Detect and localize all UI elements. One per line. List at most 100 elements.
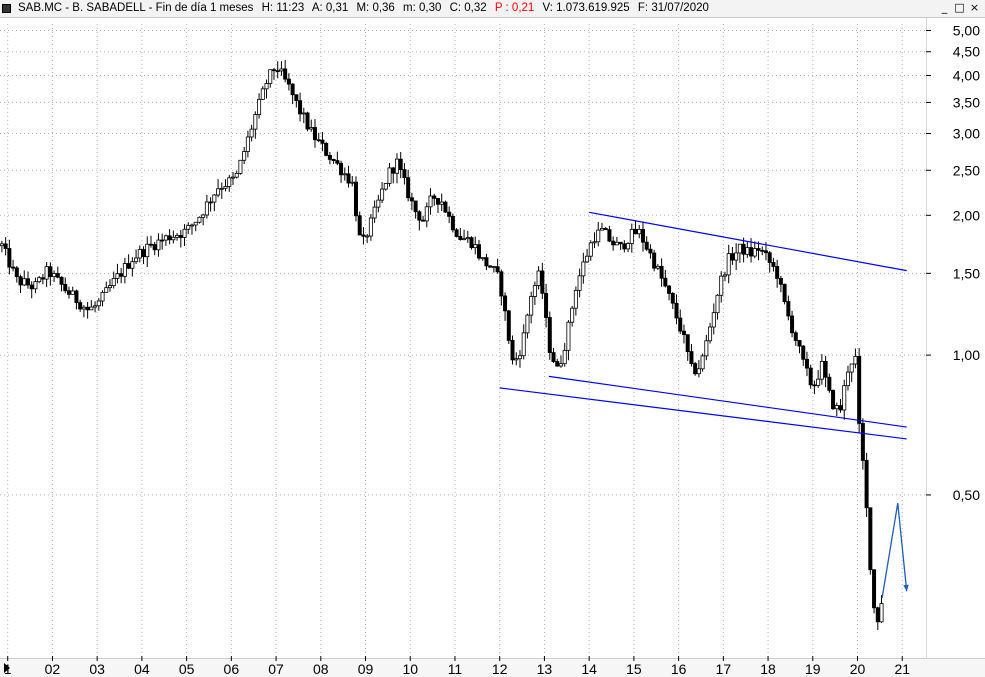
candle-body-27	[100, 291, 105, 302]
close-icon[interactable]: ×	[969, 1, 980, 14]
candle-26	[96, 298, 101, 311]
candle-54	[201, 213, 206, 226]
candle-body-163	[607, 229, 612, 242]
window-controls: _ □ ×	[938, 1, 981, 14]
candle-74	[275, 61, 280, 79]
candle-103	[383, 182, 388, 191]
candle-16	[59, 276, 64, 292]
candle-body-13	[48, 266, 53, 278]
x-tick-label-11: 12	[492, 661, 508, 677]
candle-216	[804, 351, 809, 377]
candle-67	[249, 124, 254, 142]
header-low: m: 0,30	[403, 2, 442, 14]
x-tick-label-19: 20	[850, 661, 866, 677]
candle-body-182	[678, 317, 683, 332]
candle-body-36	[134, 257, 139, 263]
maximize-icon[interactable]: □	[954, 1, 965, 14]
candle-176	[655, 264, 660, 271]
candle-175	[652, 249, 657, 272]
scroll-right-icon[interactable]	[4, 663, 10, 673]
candle-10	[37, 275, 42, 284]
candle-137	[510, 335, 515, 365]
candle-155	[577, 268, 582, 298]
candle-body-217	[808, 367, 813, 386]
candle-204	[760, 246, 765, 256]
x-tick-label-2: 03	[89, 661, 105, 677]
candle-body-128	[476, 244, 481, 259]
candle-83	[309, 119, 314, 132]
candle-body-215	[801, 345, 806, 360]
candle-body-120	[447, 211, 452, 217]
candle-71	[264, 79, 269, 99]
minimize-icon[interactable]: _	[941, 1, 948, 14]
candle-body-20	[74, 290, 79, 304]
trendline-1	[548, 375, 907, 428]
candle-159	[592, 232, 597, 249]
candle-45	[167, 229, 172, 245]
candle-body-104	[387, 167, 392, 184]
candle-body-12	[44, 266, 49, 280]
candle-body-105	[391, 167, 396, 174]
candle-124	[462, 229, 467, 241]
candle-body-82	[305, 112, 310, 130]
y-tick-label-8: 1,00	[953, 347, 980, 363]
candle-196	[730, 247, 735, 265]
candle-body-49	[182, 228, 187, 238]
candle-9	[33, 277, 38, 294]
candle-150	[558, 355, 563, 368]
candle-body-173	[644, 241, 649, 250]
trendline-2	[499, 387, 907, 440]
candle-41	[152, 241, 157, 256]
candle-body-148	[551, 352, 556, 362]
candle-195	[726, 244, 731, 284]
candle-body-0	[0, 243, 4, 247]
candle-body-118	[439, 201, 444, 205]
candle-body-198	[737, 243, 742, 254]
candle-body-192	[715, 294, 720, 314]
x-tick-label-9: 10	[402, 661, 418, 677]
candle-body-93	[346, 173, 351, 184]
candle-92	[342, 167, 347, 181]
candle-51	[189, 223, 194, 235]
candle-202	[752, 241, 757, 259]
candle-198	[737, 243, 742, 263]
candle-body-94	[350, 181, 355, 184]
candle-211	[786, 295, 791, 321]
candle-body-72	[268, 69, 273, 84]
candle-148	[551, 347, 556, 363]
candle-145	[540, 262, 545, 300]
candle-84	[312, 119, 317, 148]
candle-body-134	[499, 271, 504, 297]
candle-body-235	[875, 607, 880, 623]
candle-body-39	[145, 243, 150, 258]
candle-49	[182, 224, 187, 246]
x-tick-label-17: 18	[760, 661, 776, 677]
candle-192	[715, 294, 720, 320]
candle-body-71	[264, 83, 269, 90]
trendline-0	[589, 211, 907, 272]
x-tick-label-3: 04	[134, 661, 150, 677]
candle-129	[480, 257, 485, 261]
candle-174	[648, 244, 653, 259]
candle-203	[756, 241, 761, 261]
candle-217	[808, 364, 813, 389]
candle-200	[745, 241, 750, 258]
candle-body-90	[335, 160, 340, 164]
candle-body-212	[790, 315, 795, 334]
candle-39	[145, 236, 150, 267]
candle-body-232	[864, 460, 869, 509]
candle-body-133	[495, 266, 500, 273]
candle-130	[484, 253, 489, 271]
candle-body-46	[171, 236, 176, 241]
candle-102	[380, 181, 385, 204]
candle-52	[193, 221, 198, 232]
candle-body-51	[189, 224, 194, 227]
candle-body-123	[458, 236, 463, 240]
candle-body-91	[339, 162, 344, 176]
candle-body-195	[726, 253, 731, 276]
candle-44	[163, 234, 168, 246]
candle-body-92	[342, 173, 347, 176]
candle-body-136	[506, 310, 511, 341]
candle-91	[339, 160, 344, 183]
